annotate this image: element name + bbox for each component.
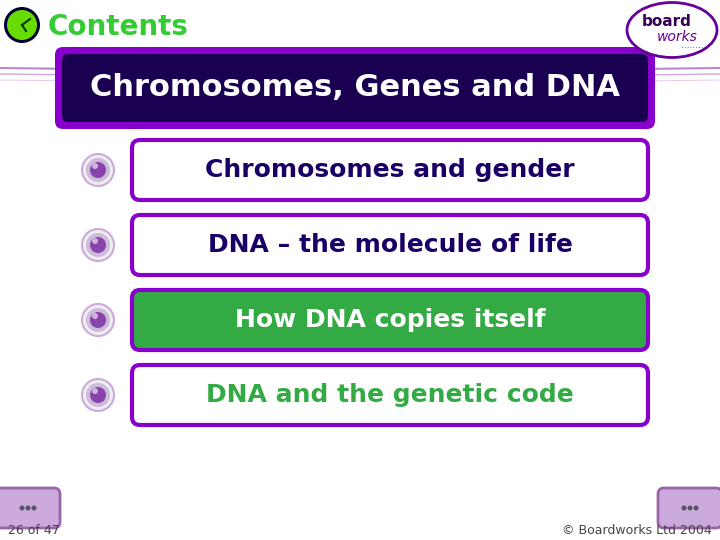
Ellipse shape [627,3,717,57]
Circle shape [25,505,30,510]
Text: How DNA copies itself: How DNA copies itself [235,308,545,332]
Circle shape [90,162,106,178]
Circle shape [92,313,98,319]
FancyBboxPatch shape [0,488,60,528]
FancyBboxPatch shape [62,54,648,122]
FancyBboxPatch shape [132,290,648,350]
Circle shape [82,229,114,261]
FancyBboxPatch shape [132,365,648,425]
Circle shape [82,379,114,411]
Text: 26 of 47: 26 of 47 [8,523,60,537]
Text: ………: ……… [681,41,707,50]
Text: DNA – the molecule of life: DNA – the molecule of life [207,233,572,257]
Circle shape [86,383,110,407]
Circle shape [682,505,686,510]
Text: Chromosomes and gender: Chromosomes and gender [205,158,575,182]
Circle shape [19,505,24,510]
FancyBboxPatch shape [132,215,648,275]
Circle shape [92,238,98,244]
Circle shape [82,304,114,336]
Circle shape [92,388,98,394]
Circle shape [86,308,110,332]
FancyBboxPatch shape [55,47,655,129]
Text: board: board [642,15,692,30]
Circle shape [688,505,693,510]
Text: DNA and the genetic code: DNA and the genetic code [206,383,574,407]
FancyBboxPatch shape [658,488,720,528]
Circle shape [90,387,106,403]
Circle shape [90,237,106,253]
Circle shape [32,505,37,510]
Text: © Boardworks Ltd 2004: © Boardworks Ltd 2004 [562,523,712,537]
Circle shape [90,312,106,328]
Circle shape [693,505,698,510]
Text: Chromosomes, Genes and DNA: Chromosomes, Genes and DNA [90,73,620,103]
Text: Contents: Contents [48,13,189,41]
Circle shape [86,158,110,182]
Text: works: works [657,30,698,44]
FancyBboxPatch shape [132,140,648,200]
Circle shape [82,154,114,186]
Circle shape [7,10,37,40]
Circle shape [86,233,110,257]
Circle shape [92,163,98,169]
Circle shape [4,7,40,43]
